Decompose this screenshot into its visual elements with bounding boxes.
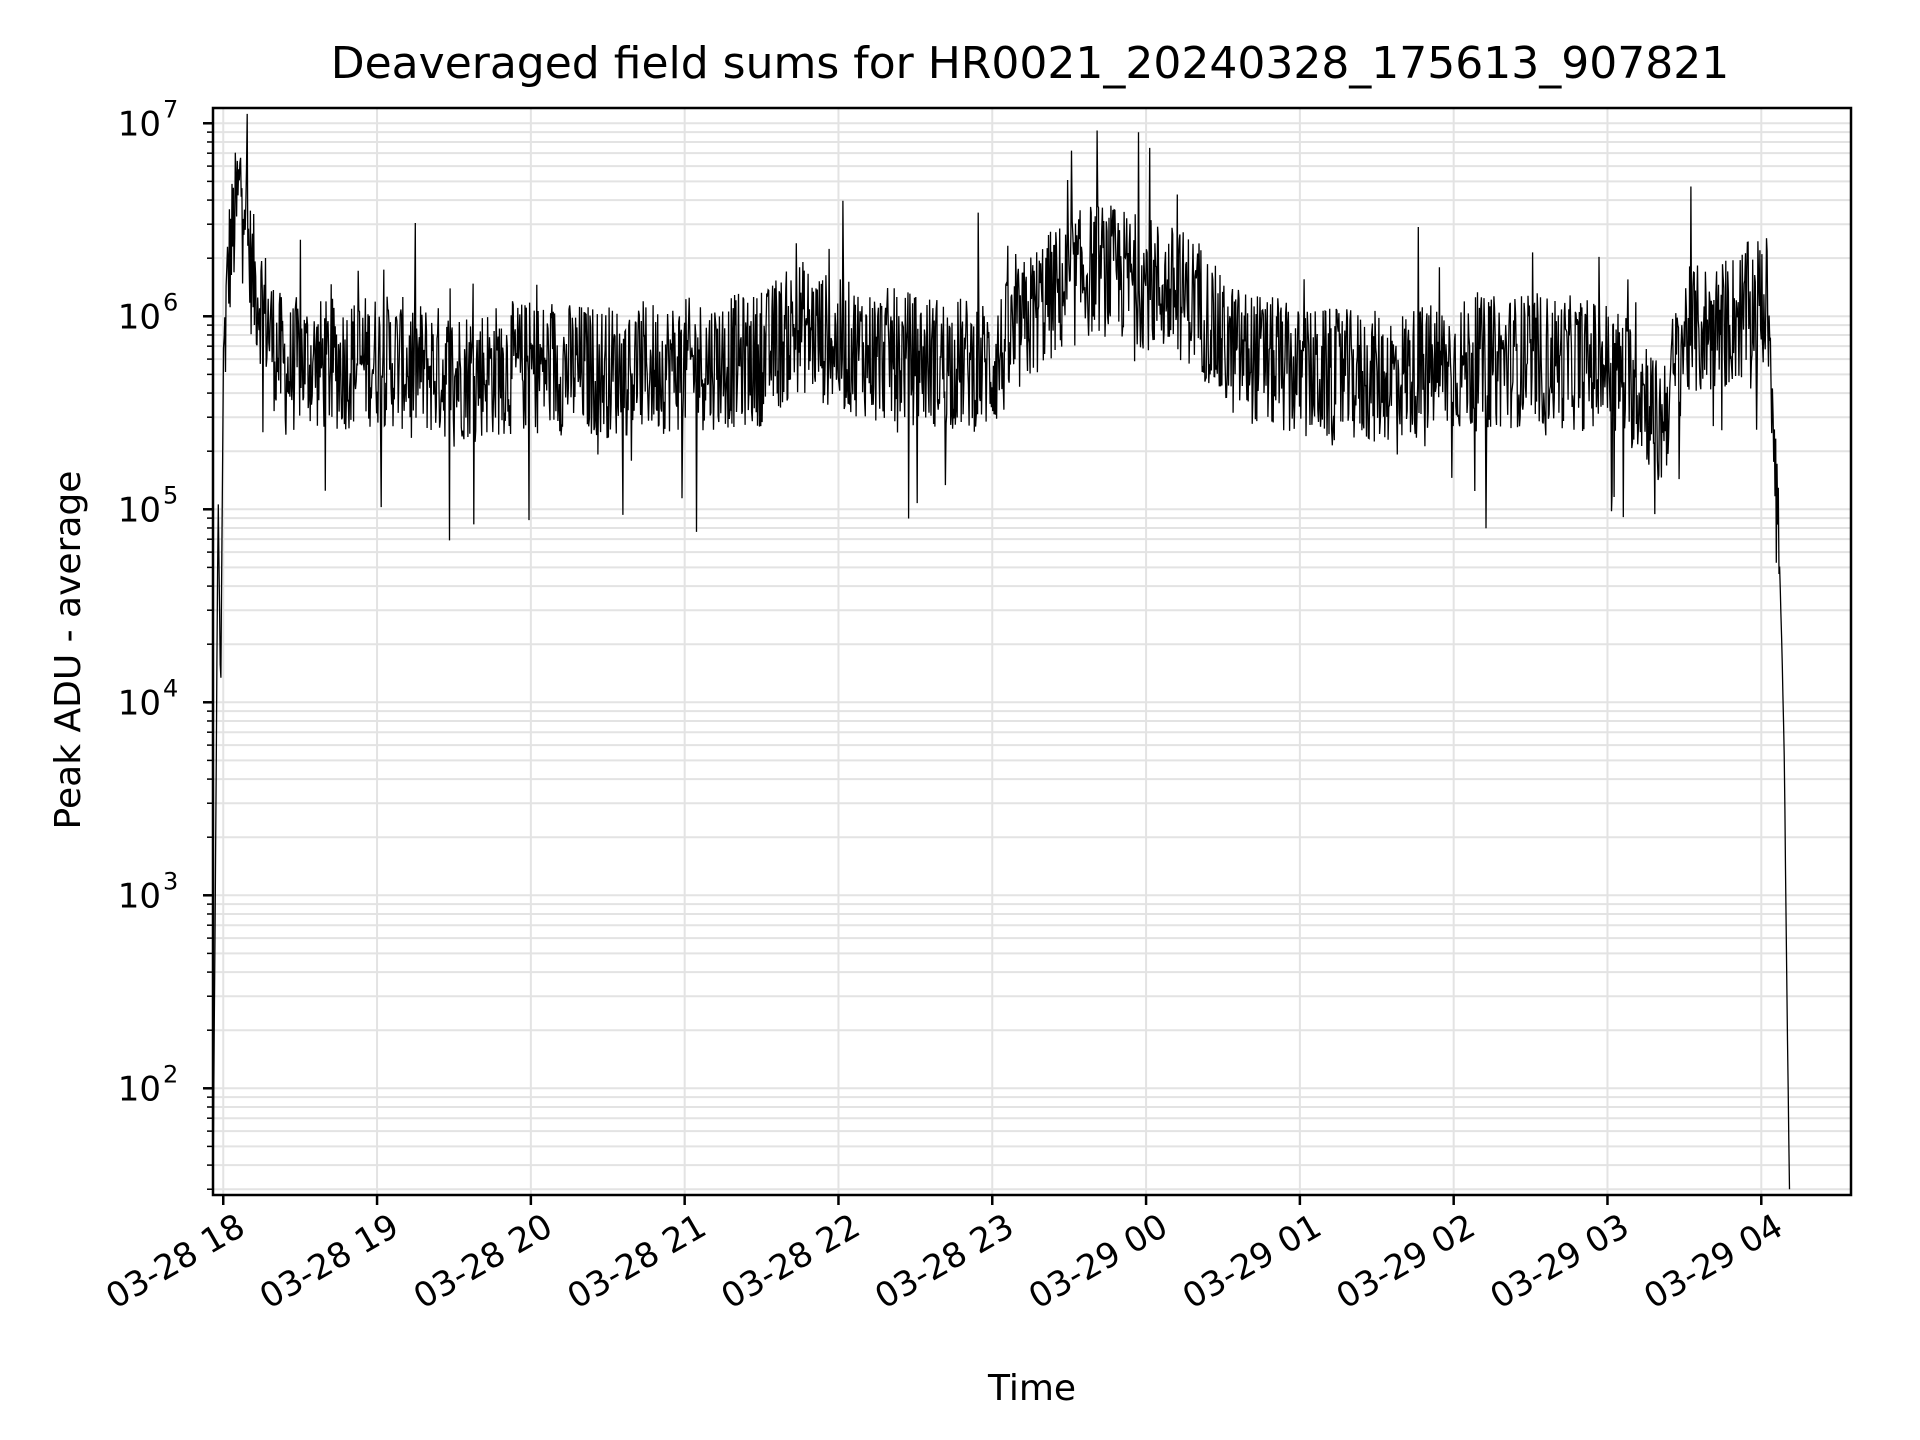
- y-tick-exponent: 7: [163, 95, 178, 123]
- grid: [213, 108, 1851, 1195]
- x-tick-label: 03-28 20: [407, 1206, 559, 1317]
- ticks: 03-28 18 03-28 19 03-28 20 03-28 21 03-28 22…: [99, 95, 1789, 1317]
- y-tick-label: 10: [118, 297, 161, 337]
- y-tick-label: 10: [118, 104, 161, 144]
- y-tick-label: 10: [118, 490, 161, 530]
- x-tick-label: 03-28 19: [253, 1206, 405, 1317]
- y-axis-label: Peak ADU - average: [48, 471, 89, 830]
- x-tick-label: 03-29 03: [1484, 1206, 1636, 1317]
- chart-title: Deaveraged field sums for HR0021_2024032…: [331, 38, 1730, 89]
- x-axis-label: Time: [987, 1368, 1076, 1409]
- y-tick-label: 10: [118, 876, 161, 916]
- data-line-group: [212, 113, 1791, 1190]
- x-tick-label: 03-28 18: [99, 1206, 251, 1317]
- x-tick-label: 03-29 04: [1637, 1206, 1789, 1317]
- y-tick-exponent: 4: [163, 674, 178, 702]
- y-tick-exponent: 2: [163, 1060, 178, 1088]
- y-tick-exponent: 5: [163, 481, 178, 509]
- y-tick-exponent: 3: [163, 867, 178, 895]
- x-tick-label: 03-28 21: [561, 1206, 713, 1317]
- x-tick-label: 03-28 22: [715, 1206, 867, 1317]
- x-tick-label: 03-29 02: [1330, 1206, 1482, 1317]
- plot-frame: [211, 106, 1853, 1197]
- y-tick-exponent: 6: [163, 288, 178, 316]
- x-tick-label: 03-29 00: [1022, 1206, 1174, 1317]
- x-tick-label: 03-28 23: [868, 1206, 1020, 1317]
- y-tick-label: 10: [118, 1069, 161, 1109]
- y-tick-label: 10: [118, 683, 161, 723]
- data-line: [212, 113, 1791, 1190]
- x-tick-label: 03-29 01: [1176, 1206, 1328, 1317]
